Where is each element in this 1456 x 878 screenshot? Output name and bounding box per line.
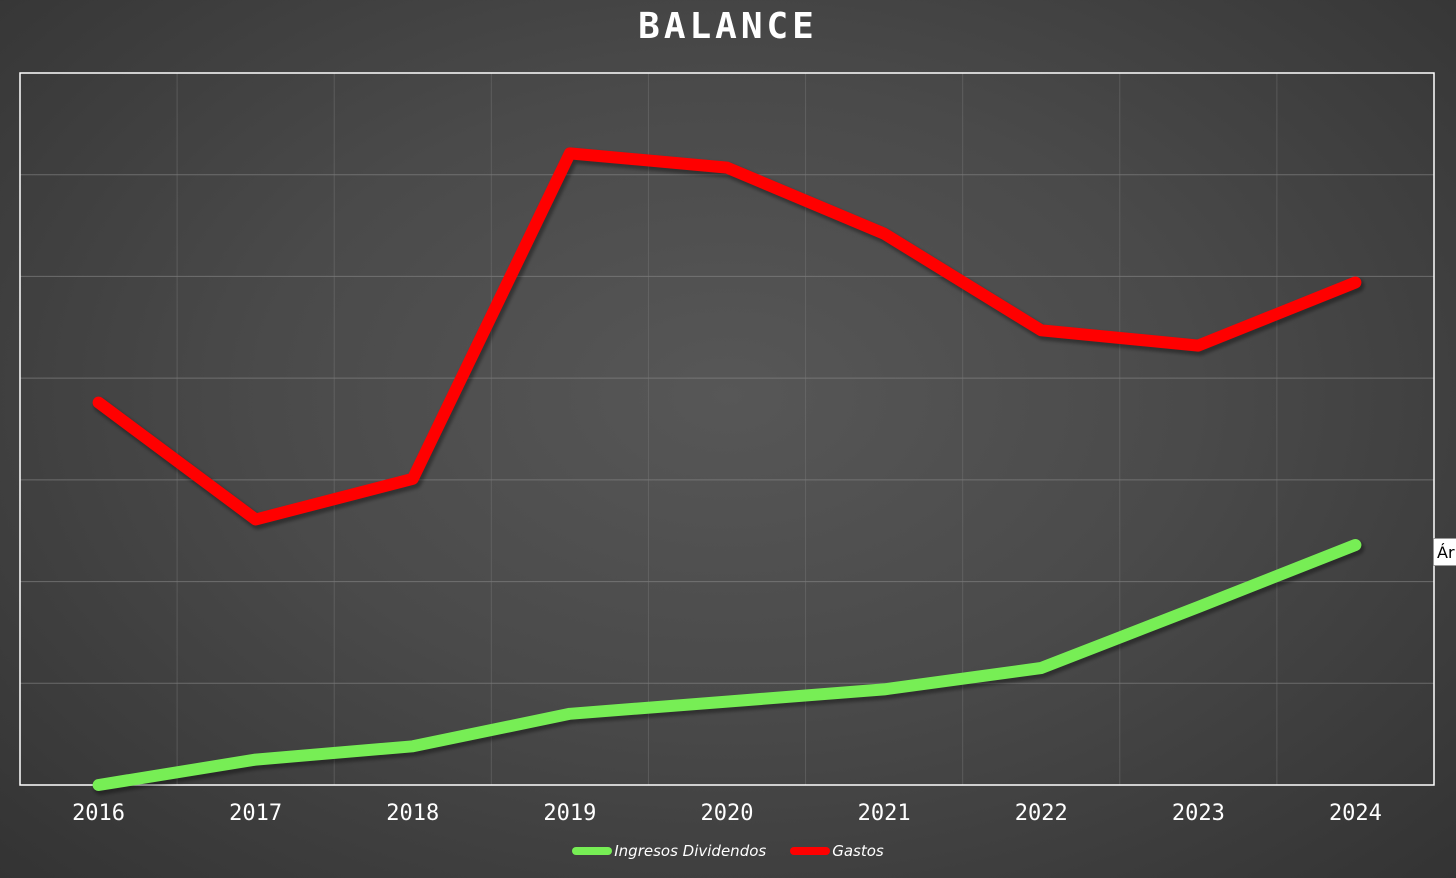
data-point [883, 688, 886, 691]
data-point [1040, 667, 1043, 670]
x-tick-label: 2020 [701, 801, 754, 826]
data-point [1354, 543, 1357, 546]
series-line-gastos [92, 147, 1362, 526]
data-point [411, 745, 414, 748]
chart-title: BALANCE [638, 6, 818, 47]
legend: Ingresos Dividendos Gastos [0, 842, 1456, 860]
legend-label: Gastos [832, 842, 884, 860]
plot-area [19, 72, 1435, 786]
data-point [254, 518, 257, 521]
data-point [97, 401, 100, 404]
data-point [883, 232, 886, 235]
data-point [568, 152, 571, 155]
data-point [411, 477, 414, 480]
x-axis-ticks: 2016 2017 2018 2019 2020 2021 2022 2023 2024 [72, 801, 1382, 826]
legend-item: Gastos [790, 842, 884, 860]
x-tick-label: 2017 [229, 801, 282, 826]
x-tick-label: 2022 [1015, 801, 1068, 826]
legend-swatch [790, 847, 831, 855]
side-tooltip: Ár [1433, 538, 1456, 566]
data-point [97, 784, 100, 786]
data-point [568, 712, 571, 715]
x-tick-label: 2024 [1329, 801, 1382, 826]
data-point [254, 758, 257, 761]
x-tick-label: 2023 [1172, 801, 1225, 826]
data-point [1040, 329, 1043, 332]
legend-swatch [572, 847, 613, 855]
data-point [726, 166, 728, 169]
x-tick-label: 2018 [386, 801, 439, 826]
data-point [1354, 281, 1357, 284]
x-tick-label: 2019 [543, 801, 596, 826]
legend-label: Ingresos Dividendos [614, 842, 767, 860]
x-tick-label: 2021 [858, 801, 911, 826]
data-point [1197, 606, 1200, 608]
legend-item: Ingresos Dividendos [572, 842, 766, 860]
x-tick-label: 2016 [72, 801, 125, 826]
data-point [726, 700, 728, 703]
series-line-ingresos-dividendos [92, 539, 1362, 791]
series-layer [92, 147, 1365, 795]
gridlines [20, 73, 1434, 785]
data-point [1197, 344, 1200, 347]
